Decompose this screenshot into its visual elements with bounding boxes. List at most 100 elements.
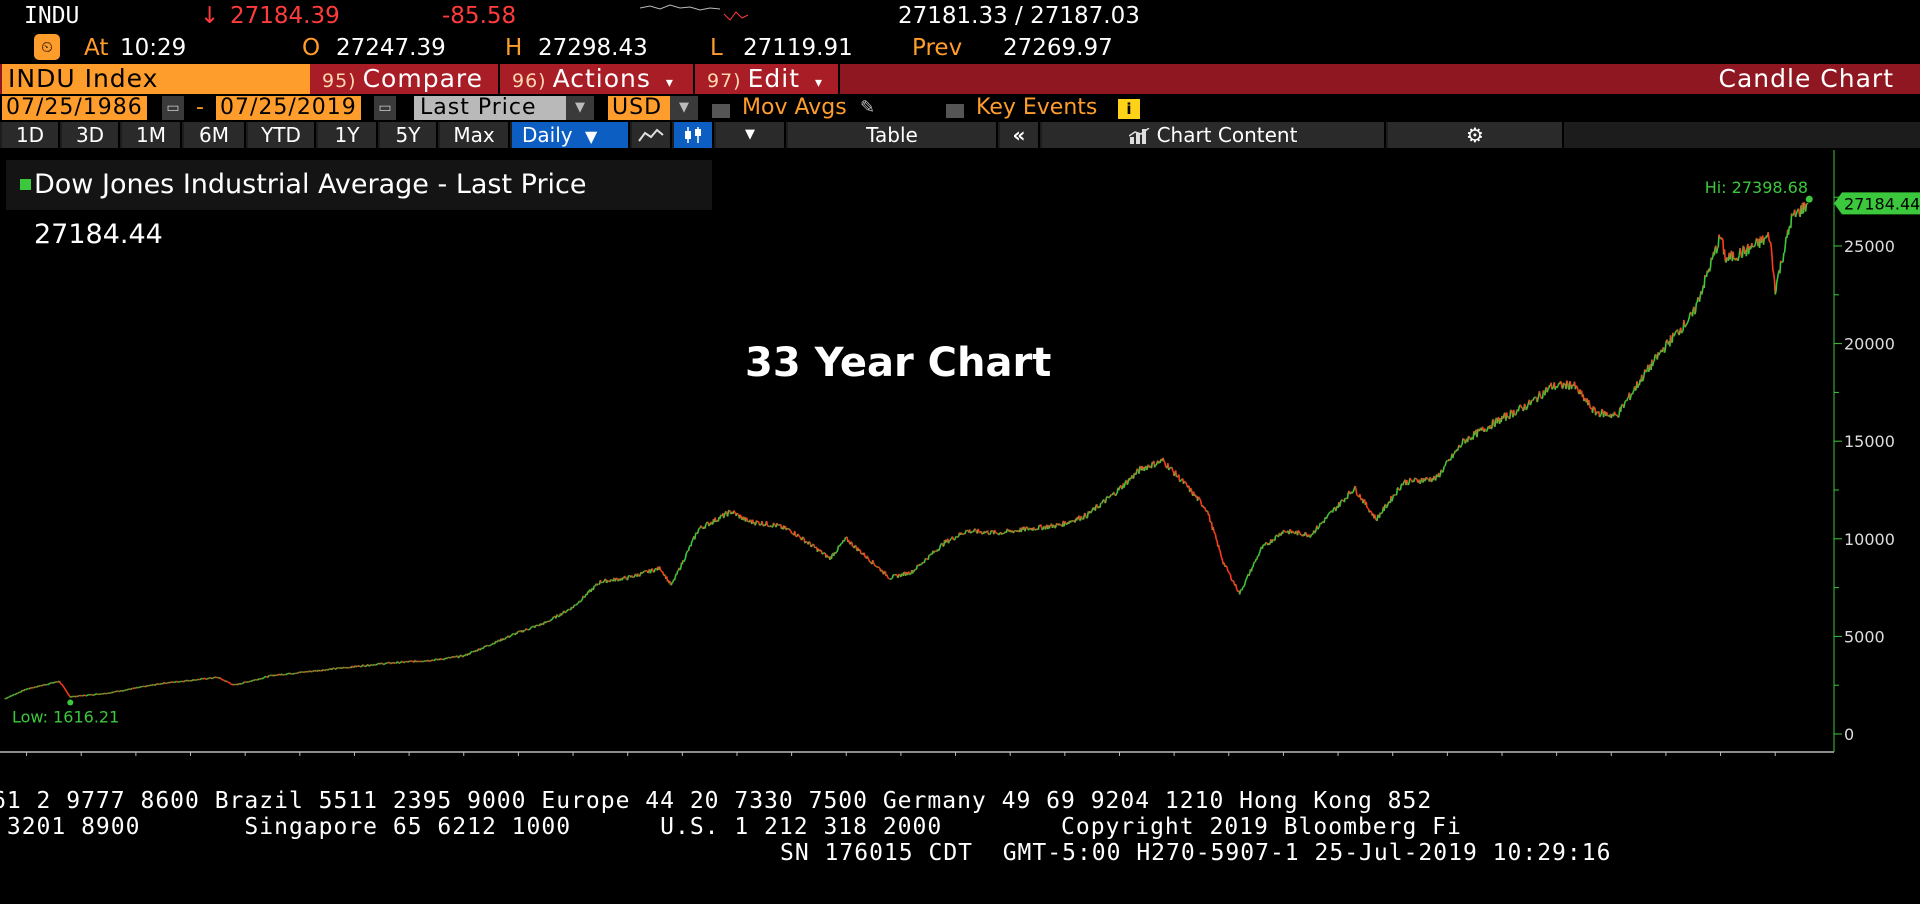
candle-down: [1613, 411, 1616, 415]
candle-down: [895, 573, 898, 576]
candle-up: [602, 580, 605, 583]
candle-up: [1783, 244, 1787, 253]
candle-down: [1429, 477, 1432, 482]
candle-up: [673, 576, 677, 581]
candle-up: [38, 684, 41, 687]
candle-up: [1619, 405, 1623, 412]
chart-content-button[interactable]: Chart Content: [1042, 122, 1386, 148]
candle-down: [1056, 523, 1059, 526]
candle-up: [1620, 403, 1623, 407]
price-chart[interactable]: 0500010000150002000025000'87'88'89'90'91…: [0, 150, 1920, 756]
candle-up: [86, 694, 89, 697]
candle-up: [730, 512, 733, 515]
chevron-down-icon[interactable]: ▼: [670, 96, 698, 120]
period-max-button[interactable]: Max: [440, 122, 510, 148]
candle-up: [551, 616, 555, 620]
candle-down: [1538, 391, 1542, 396]
end-date-field[interactable]: 07/25/2019: [216, 96, 361, 120]
period-ytd-button[interactable]: YTD: [248, 122, 316, 148]
candle-up: [1653, 355, 1656, 362]
period-6m-button[interactable]: 6M: [184, 122, 246, 148]
candle-up: [1012, 530, 1015, 534]
candle-down: [1297, 529, 1300, 532]
period-5y-button[interactable]: 5Y: [380, 122, 438, 148]
candle-down: [322, 668, 325, 671]
net-change: -85.58: [442, 3, 517, 29]
period-3d-button[interactable]: 3D: [62, 122, 120, 148]
compare-number: 95): [322, 70, 357, 92]
candle-up: [1749, 247, 1752, 250]
candle-up: [1387, 501, 1390, 505]
currency-select[interactable]: USD: [608, 96, 670, 120]
candle-up: [1687, 316, 1691, 321]
candle-down: [786, 527, 789, 530]
candle-up: [1115, 492, 1118, 495]
candle-down: [1213, 530, 1216, 534]
candle-up: [1491, 420, 1494, 429]
candle-up: [264, 675, 266, 678]
candle-down: [700, 525, 703, 528]
candle-up: [1715, 247, 1719, 254]
calendar-icon[interactable]: ▭: [374, 96, 396, 120]
candle-down: [1178, 474, 1181, 482]
candle-up: [395, 661, 399, 664]
line-chart-icon[interactable]: [632, 122, 672, 148]
candle-up: [1111, 492, 1114, 496]
edit-button[interactable]: 97) Edit ▾: [695, 64, 840, 94]
candle-up: [77, 695, 80, 698]
candle-down: [863, 552, 866, 558]
collapse-left-icon[interactable]: «: [1000, 122, 1040, 148]
mov-avgs-checkbox[interactable]: [712, 104, 730, 118]
candle-down: [1185, 482, 1188, 485]
bar-chart-icon: [1128, 127, 1150, 144]
candle-down: [1723, 249, 1727, 261]
period-1d-button[interactable]: 1D: [2, 122, 60, 148]
table-button[interactable]: Table: [788, 122, 998, 148]
candle-up: [540, 623, 543, 626]
candle-up: [443, 657, 446, 660]
info-icon[interactable]: i: [1118, 99, 1140, 119]
candle-up: [509, 635, 512, 638]
candle-down: [1790, 213, 1794, 216]
candle-down: [1559, 380, 1563, 383]
field-select[interactable]: Last Price: [414, 96, 570, 120]
candle-down: [402, 661, 405, 664]
key-events-label[interactable]: Key Events: [976, 95, 1098, 120]
candle-up: [1713, 247, 1716, 256]
frequency-select[interactable]: Daily ▼: [512, 122, 630, 148]
candle-up: [369, 664, 372, 667]
open-value: 27247.39: [336, 35, 446, 61]
candle-up: [605, 580, 609, 584]
period-1m-button[interactable]: 1M: [122, 122, 182, 148]
candle-up: [626, 575, 630, 580]
speedometer-icon[interactable]: ⏲: [34, 34, 60, 60]
calendar-icon[interactable]: ▭: [162, 96, 184, 120]
key-events-checkbox[interactable]: [946, 104, 964, 118]
candle-down: [1458, 444, 1461, 448]
candle-up: [649, 570, 652, 574]
candle-up: [1703, 274, 1706, 289]
candle-up: [1239, 589, 1242, 591]
candle-up: [1466, 436, 1470, 443]
candle-chart-icon[interactable]: [674, 122, 714, 148]
candle-up: [1701, 289, 1704, 295]
candle-up: [1143, 466, 1147, 472]
actions-number: 96): [512, 70, 547, 92]
period-1y-button[interactable]: 1Y: [318, 122, 378, 148]
compare-button[interactable]: 95) Compare: [310, 64, 500, 94]
start-date-field[interactable]: 07/25/1986: [2, 96, 147, 120]
chevron-down-icon[interactable]: ▼: [566, 96, 594, 120]
candle-down: [65, 690, 68, 693]
chevron-down-icon[interactable]: ▼: [716, 122, 786, 148]
candle-up: [1326, 514, 1329, 518]
candle-up: [1123, 483, 1126, 488]
actions-button[interactable]: 96) Actions ▾: [500, 64, 695, 94]
candle-up: [108, 692, 110, 695]
candle-up: [984, 531, 987, 534]
chart-legend[interactable]: Dow Jones Industrial Average - Last Pric…: [6, 160, 712, 250]
pencil-icon[interactable]: ✎: [860, 97, 876, 118]
candle-down: [1365, 501, 1368, 508]
mov-avgs-label[interactable]: Mov Avgs: [742, 95, 847, 120]
gear-icon[interactable]: ⚙: [1388, 122, 1564, 148]
low-value: 27119.91: [743, 35, 853, 61]
